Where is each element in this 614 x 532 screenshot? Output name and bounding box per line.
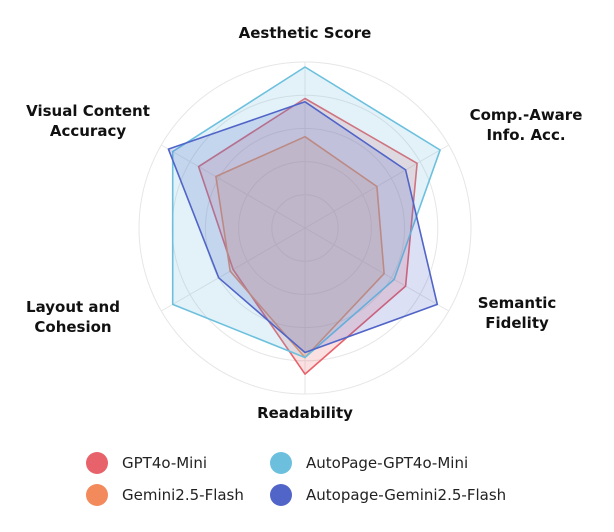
radar-series bbox=[167, 66, 441, 375]
legend-label: Gemini2.5-Flash bbox=[122, 486, 244, 504]
legend-label: AutoPage-GPT4o-Mini bbox=[306, 454, 469, 472]
legend-swatch bbox=[86, 452, 108, 474]
axis-label: Comp.-Aware Info. Acc. bbox=[470, 106, 583, 144]
legend-item-gpt4o-mini: GPT4o-Mini bbox=[86, 452, 207, 474]
axis-labels: Aesthetic Score Comp.-Aware Info. Acc. Sema… bbox=[26, 24, 582, 422]
legend-item-gemini2-5-flash: Gemini2.5-Flash bbox=[86, 484, 244, 506]
axis-label: Readability bbox=[257, 404, 353, 422]
grid-spoke bbox=[160, 144, 306, 229]
axis-label: Layout and Cohesion bbox=[26, 298, 120, 336]
axis-label: Aesthetic Score bbox=[239, 24, 372, 42]
legend-swatch bbox=[86, 484, 108, 506]
series-polygon-gpt4o-mini bbox=[197, 97, 418, 375]
radar-chart: Aesthetic Score Comp.-Aware Info. Acc. Sema… bbox=[26, 24, 582, 422]
legend-swatch bbox=[270, 452, 292, 474]
axis-label: Semantic Fidelity bbox=[478, 294, 557, 332]
series-polygon-autopage-gemini2-5-flash bbox=[167, 101, 439, 354]
series-polygon-autopage-gpt4o-mini bbox=[171, 66, 441, 359]
grid-spoke bbox=[304, 227, 450, 312]
legend-item-autopage-gpt4o-mini: AutoPage-GPT4o-Mini bbox=[270, 452, 468, 474]
legend-item-autopage-gemini2-5-flash: Autopage-Gemini2.5-Flash bbox=[270, 484, 506, 506]
legend-label: Autopage-Gemini2.5-Flash bbox=[306, 486, 507, 504]
axis-label: Visual Content Accuracy bbox=[26, 102, 150, 140]
legend-swatch bbox=[270, 484, 292, 506]
legend-label: GPT4o-Mini bbox=[122, 454, 208, 472]
